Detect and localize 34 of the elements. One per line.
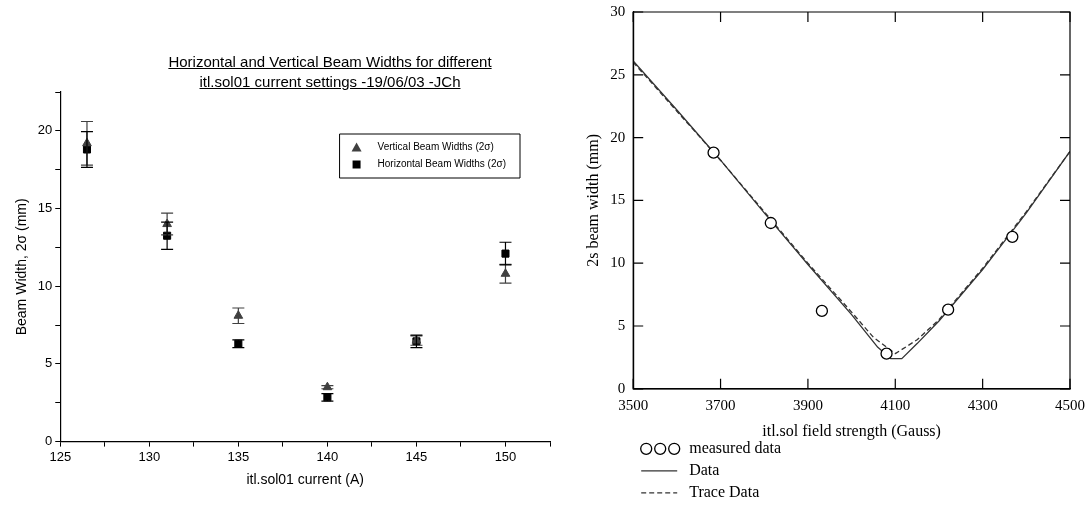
y-tick-label: 5: [617, 316, 626, 333]
x-axis-title: itl.sol field strength (Gauss): [762, 421, 941, 440]
x-tick-label: 130: [138, 448, 161, 464]
y-axis-title: 2s beam width (mm): [583, 133, 602, 267]
y-tick-label: 10: [610, 254, 626, 271]
legend-label: Horizontal Beam Widths (2σ): [377, 158, 506, 170]
legend-label: Trace Data: [689, 483, 760, 500]
y-tick-label: 25: [610, 65, 626, 82]
y-tick-label: 5: [45, 355, 53, 371]
y-tick-label: 30: [610, 2, 626, 19]
y-tick-label: 0: [45, 433, 53, 449]
y-tick-label: 0: [617, 379, 626, 396]
x-tick-label: 135: [227, 448, 250, 464]
x-axis-title: itl.sol01 current (A): [246, 471, 364, 488]
x-tick-label: 4500: [1055, 396, 1085, 413]
y-tick-label: 10: [37, 277, 53, 293]
x-tick-label: 4300: [967, 396, 998, 413]
chart-title: Horizontal and Vertical Beam Widths for different itl.sol01 current settings -19/06/03 -JCh: [167, 52, 493, 92]
legend-label: Vertical Beam Widths (2σ): [377, 141, 494, 153]
x-tick-label: 140: [316, 448, 339, 464]
x-tick-label: 150: [494, 448, 517, 464]
x-tick-label: 3900: [792, 396, 823, 413]
x-tick-label: 4100: [880, 396, 911, 413]
y-axis-title: Beam Width, 2σ (mm): [13, 198, 30, 336]
y-tick-label: 15: [610, 191, 626, 208]
legend-label: Data: [689, 461, 720, 478]
y-tick-label: 20: [610, 128, 626, 145]
y-tick-label: 15: [37, 200, 53, 216]
y-tick-label: 20: [37, 122, 53, 138]
x-tick-label: 145: [405, 448, 428, 464]
legend-label: measured data: [689, 439, 782, 456]
x-tick-label: 125: [49, 448, 72, 464]
x-tick-label: 3700: [705, 396, 736, 413]
x-tick-label: 3500: [618, 396, 649, 413]
